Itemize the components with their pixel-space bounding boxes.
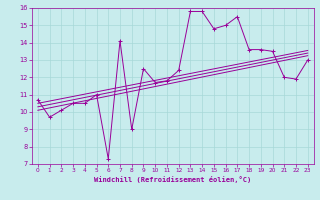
X-axis label: Windchill (Refroidissement éolien,°C): Windchill (Refroidissement éolien,°C) (94, 176, 252, 183)
